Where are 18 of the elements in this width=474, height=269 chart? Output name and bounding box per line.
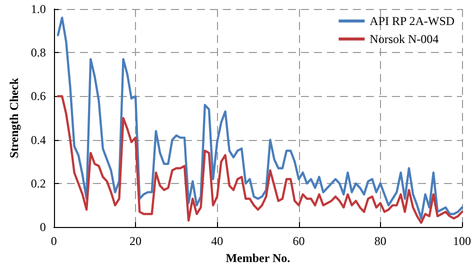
- y-tick-label: 1.0: [30, 2, 46, 16]
- x-tick-label: 20: [130, 234, 142, 248]
- x-tick-label: 60: [292, 234, 305, 248]
- y-tick-label: 0.6: [30, 89, 46, 104]
- y-tick-label: 0.8: [30, 46, 46, 60]
- y-tick-label: 0: [40, 220, 46, 234]
- y-tick-label: 0.2: [30, 176, 46, 190]
- x-axis-title: Member No.: [226, 251, 290, 265]
- x-tick-label: 100: [453, 234, 471, 248]
- legend-label: Norsok N-004: [370, 32, 439, 46]
- x-tick-label: 0: [50, 234, 57, 248]
- legend-label: API RP 2A-WSD: [370, 14, 455, 28]
- line-series: [56, 95, 464, 224]
- y-axis-title: Strength Check: [7, 78, 21, 158]
- line-series: [56, 16, 464, 220]
- x-tick-label: 40: [211, 234, 224, 248]
- y-tick-label: 0.4: [30, 132, 46, 147]
- x-tick-label: 80: [374, 234, 386, 248]
